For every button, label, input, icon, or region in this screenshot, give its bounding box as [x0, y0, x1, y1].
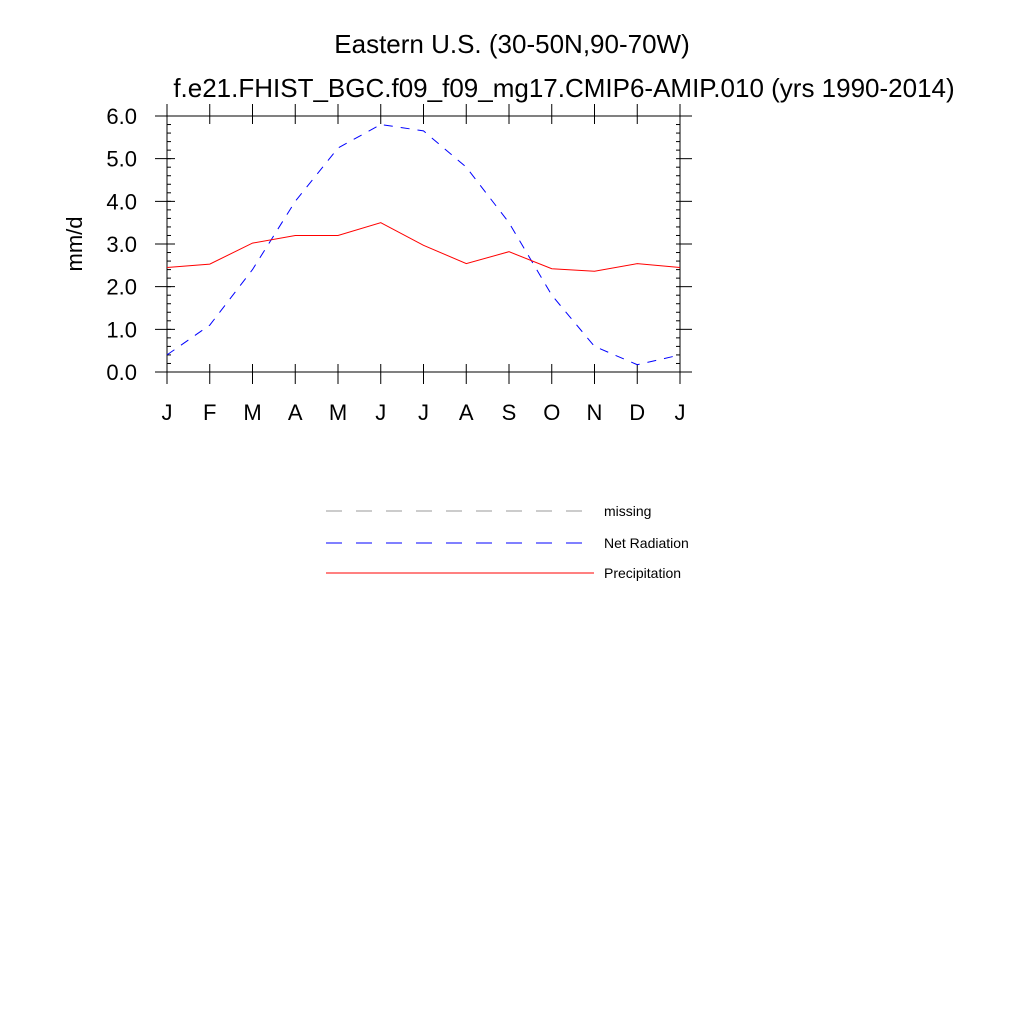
x-tick-label: D — [629, 400, 645, 425]
y-axis-label: mm/d — [62, 217, 87, 272]
x-tick-label: J — [162, 400, 173, 425]
y-tick-label: 5.0 — [106, 147, 137, 172]
y-tick-label: 2.0 — [106, 275, 137, 300]
x-tick-label: M — [329, 400, 347, 425]
legend-label: Net Radiation — [604, 535, 689, 551]
minor-ticks — [167, 115, 680, 373]
y-tick-label: 4.0 — [106, 189, 137, 214]
legend-label: missing — [604, 503, 651, 519]
x-tick-label: J — [375, 400, 386, 425]
y-axis: 0.0 1.0 2.0 3.0 4.0 5.0 6.0 — [106, 104, 692, 385]
x-tick-label: F — [203, 400, 216, 425]
series-line-net-radiation — [166, 123, 681, 366]
chart-title: Eastern U.S. (30-50N,90-70W) — [334, 29, 689, 59]
x-tick-label: N — [587, 400, 603, 425]
x-tick-label: M — [243, 400, 261, 425]
legend-label: Precipitation — [604, 565, 681, 581]
x-tick-label: O — [543, 400, 560, 425]
y-tick-label: 0.0 — [106, 360, 137, 385]
x-tick-label: J — [675, 400, 686, 425]
plot-frame — [166, 115, 681, 373]
y-tick-label: 6.0 — [106, 104, 137, 129]
series-layer — [166, 123, 681, 366]
x-tick-label: J — [418, 400, 429, 425]
chart-subtitle: f.e21.FHIST_BGC.f09_f09_mg17.CMIP6-AMIP.… — [173, 73, 954, 103]
y-tick-label: 3.0 — [106, 232, 137, 257]
x-tick-label: S — [502, 400, 517, 425]
legend: missing Net Radiation Precipitation — [326, 503, 689, 581]
series-line-precipitation — [166, 222, 681, 272]
y-tick-label: 1.0 — [106, 317, 137, 342]
x-tick-label: A — [459, 400, 474, 425]
x-tick-label: A — [288, 400, 303, 425]
